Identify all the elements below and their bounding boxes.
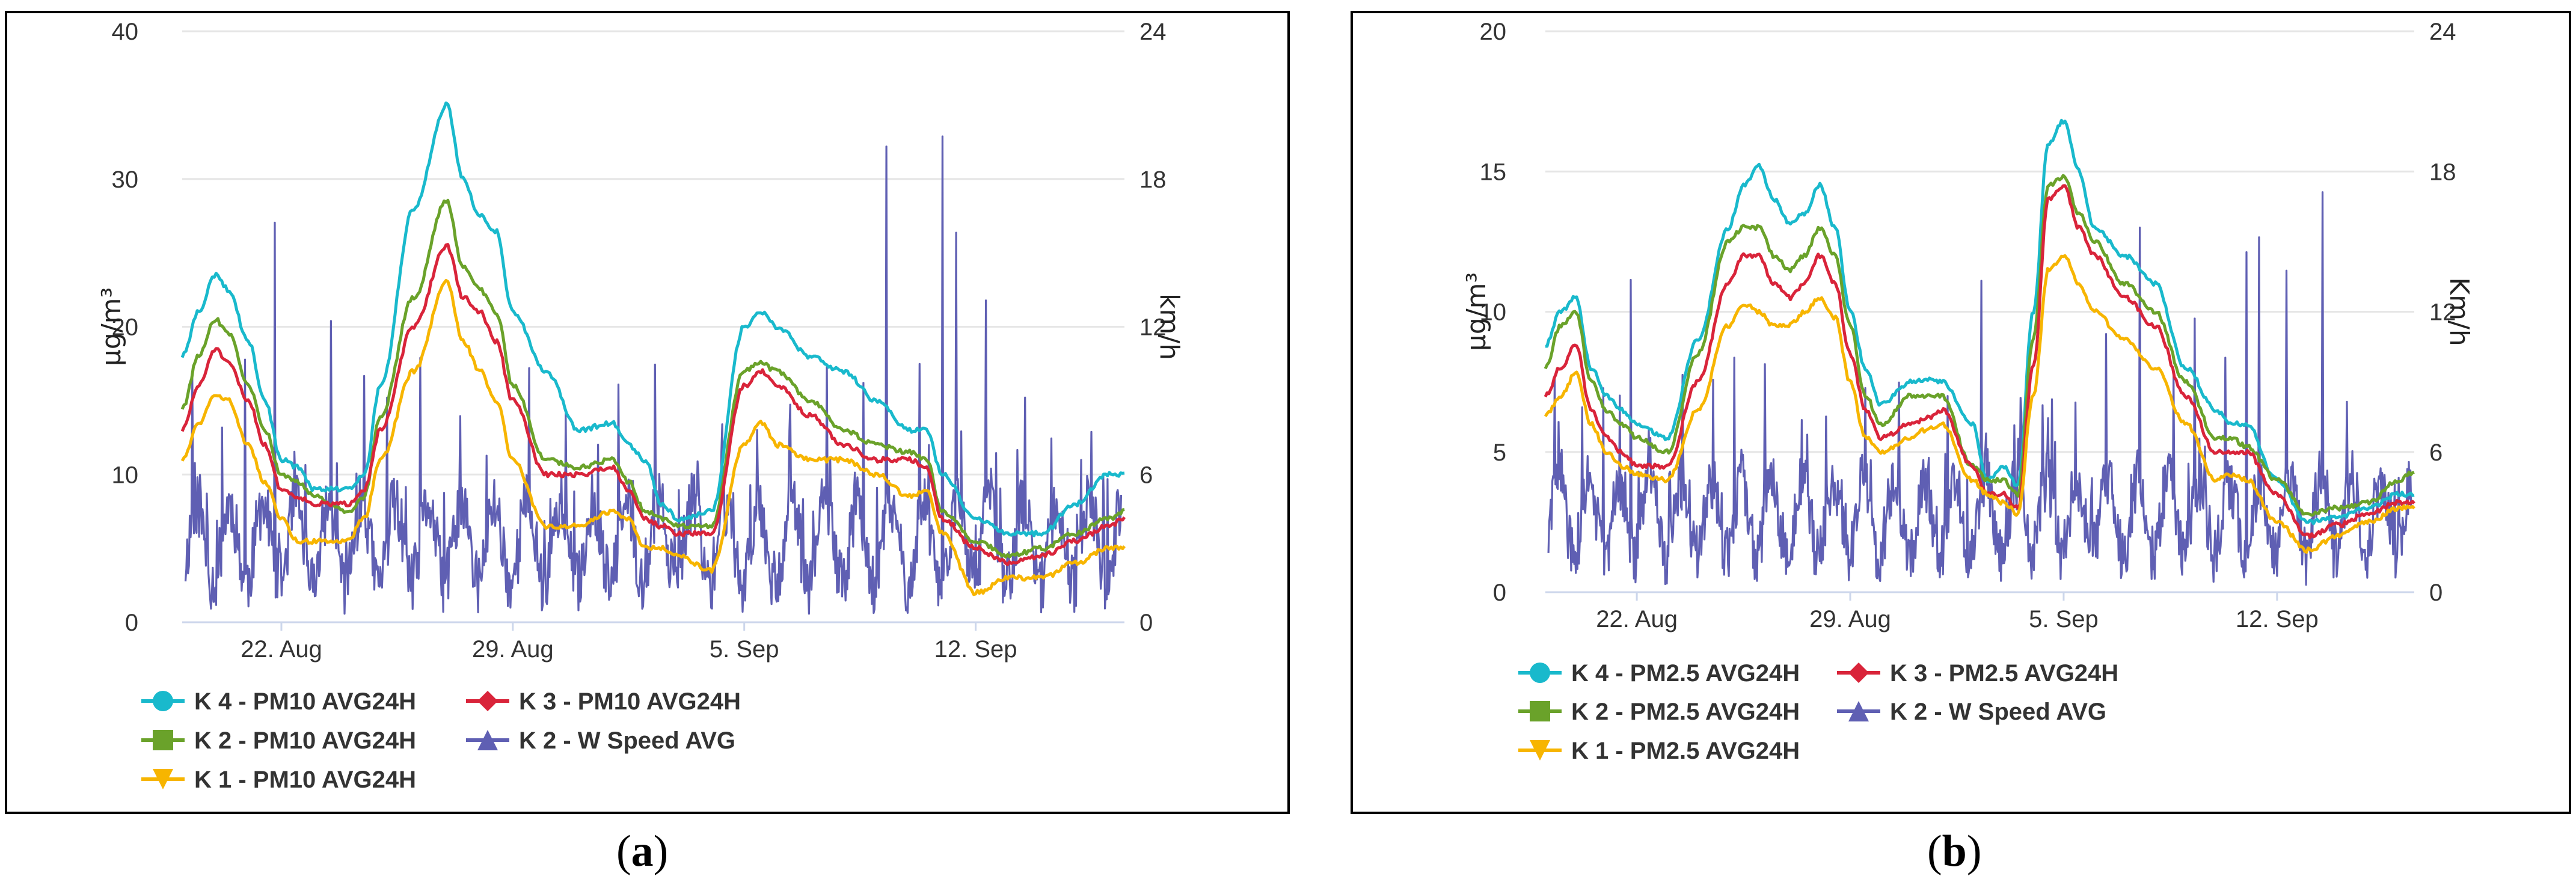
- y-tick-right: 24: [1139, 19, 1167, 45]
- x-tick-label: 5. Sep: [710, 636, 779, 663]
- legend-marker-diamond-icon: [477, 691, 498, 711]
- x-tick-label: 29. Aug: [1809, 606, 1891, 632]
- legend-item-k4[interactable]: K 4 - PM10 AVG24H: [141, 688, 416, 715]
- y-tick-right: 12: [1139, 314, 1167, 341]
- y-tick-left: 10: [1480, 299, 1507, 326]
- legend-item-wind[interactable]: K 2 - W Speed AVG: [1837, 699, 2106, 725]
- legend-label: K 2 - PM2.5 AVG24H: [1571, 699, 1800, 725]
- legend-label: K 3 - PM10 AVG24H: [519, 688, 741, 715]
- legend-marker-square-icon: [153, 730, 173, 750]
- series-line-k3-a: [180, 243, 1126, 566]
- chart-b: 0 5 10 15 20 0 6 12 18 24 22. Aug 29. Aug 5. Sep 12. …: [1461, 19, 2474, 764]
- legend-item-k4[interactable]: K 4 - PM2.5 AVG24H: [1518, 660, 1800, 687]
- x-tick-label: 22. Aug: [241, 636, 322, 663]
- x-tick-label: 12. Sep: [934, 636, 1017, 663]
- y-tick-left: 40: [112, 19, 139, 45]
- legend-marker-circle-icon: [1530, 663, 1550, 683]
- legend-label: K 2 - W Speed AVG: [1890, 699, 2106, 725]
- x-tick-label: 12. Sep: [2236, 606, 2319, 632]
- legend-marker-triangle-down-icon: [153, 769, 173, 789]
- y-tick-right: 0: [1139, 610, 1153, 636]
- y-tick-left: 20: [1480, 19, 1507, 45]
- series-line-k1-a: [180, 279, 1126, 596]
- legend-a: K 4 - PM10 AVG24H K 3 - PM10 AVG24H K 2 - …: [141, 688, 741, 793]
- legend-label: K 2 - PM10 AVG24H: [194, 727, 416, 754]
- legend-item-k3[interactable]: K 3 - PM2.5 AVG24H: [1837, 660, 2118, 687]
- legend-marker-triangle-icon: [1848, 701, 1869, 721]
- legend-b: K 4 - PM2.5 AVG24H K 3 - PM2.5 AVG24H K 2 …: [1518, 660, 2118, 764]
- series-line-k1-b: [1544, 254, 2415, 554]
- series-line-wind-a: [184, 135, 1123, 615]
- legend-item-k3[interactable]: K 3 - PM10 AVG24H: [466, 688, 741, 715]
- y-tick-left: 0: [1493, 580, 1506, 606]
- y-tick-right: 12: [2429, 299, 2456, 326]
- x-tick-label: 5. Sep: [2029, 606, 2099, 632]
- x-tick-label: 29. Aug: [472, 636, 554, 663]
- x-tick-label: 22. Aug: [1596, 606, 1678, 632]
- legend-marker-square-icon: [1530, 701, 1550, 721]
- caption-b: (b): [1927, 827, 1982, 876]
- y-tick-left: 20: [112, 314, 139, 341]
- series-line-k2-a: [180, 198, 1125, 559]
- y-tick-right: 6: [2429, 439, 2443, 466]
- legend-item-k2[interactable]: K 2 - PM10 AVG24H: [141, 727, 416, 754]
- y-axis-title-right: Km/h: [2444, 277, 2474, 346]
- legend-label: K 4 - PM2.5 AVG24H: [1571, 660, 1800, 687]
- y-tick-left: 10: [112, 462, 139, 488]
- y-tick-right: 24: [2429, 19, 2456, 45]
- y-axis-title-left: μg/m³: [96, 287, 127, 366]
- legend-item-k1[interactable]: K 1 - PM10 AVG24H: [141, 767, 416, 793]
- y-tick-left: 15: [1480, 159, 1507, 185]
- y-tick-left: 5: [1493, 439, 1506, 466]
- legend-marker-diamond-icon: [1848, 663, 1869, 683]
- y-axis-title-right: km/h: [1154, 293, 1185, 360]
- series-line-wind-b: [1547, 191, 2412, 586]
- y-tick-right: 0: [2429, 580, 2443, 606]
- legend-item-k2[interactable]: K 2 - PM2.5 AVG24H: [1518, 699, 1800, 725]
- legend-item-k1[interactable]: K 1 - PM2.5 AVG24H: [1518, 738, 1800, 764]
- series-line-k2-b: [1544, 174, 2415, 517]
- chart-a-frame: [5, 11, 1290, 814]
- y-tick-left: 30: [112, 167, 139, 193]
- legend-label: K 2 - W Speed AVG: [519, 727, 735, 754]
- legend-marker-triangle-down-icon: [1530, 740, 1550, 761]
- legend-label: K 4 - PM10 AVG24H: [194, 688, 416, 715]
- series-line-k4-a: [180, 101, 1125, 537]
- y-tick-right: 6: [1139, 462, 1153, 488]
- y-tick-right: 18: [1139, 167, 1167, 193]
- legend-marker-triangle-icon: [477, 730, 498, 750]
- legend-label: K 3 - PM2.5 AVG24H: [1890, 660, 2118, 687]
- legend-item-wind[interactable]: K 2 - W Speed AVG: [466, 727, 735, 754]
- series-line-k3-b: [1544, 184, 2415, 539]
- legend-label: K 1 - PM10 AVG24H: [194, 767, 416, 793]
- chart-a: 0 10 20 30 40 0 6 12 18 24 22. Aug 29. Aug 5. Sep 12.…: [96, 19, 1185, 793]
- y-axis-title-left: μg/m³: [1461, 272, 1492, 351]
- y-tick-right: 18: [2429, 159, 2456, 185]
- y-tick-left: 0: [125, 610, 138, 636]
- caption-a: (a): [616, 827, 669, 876]
- legend-label: K 1 - PM2.5 AVG24H: [1571, 738, 1800, 764]
- legend-marker-circle-icon: [153, 691, 173, 711]
